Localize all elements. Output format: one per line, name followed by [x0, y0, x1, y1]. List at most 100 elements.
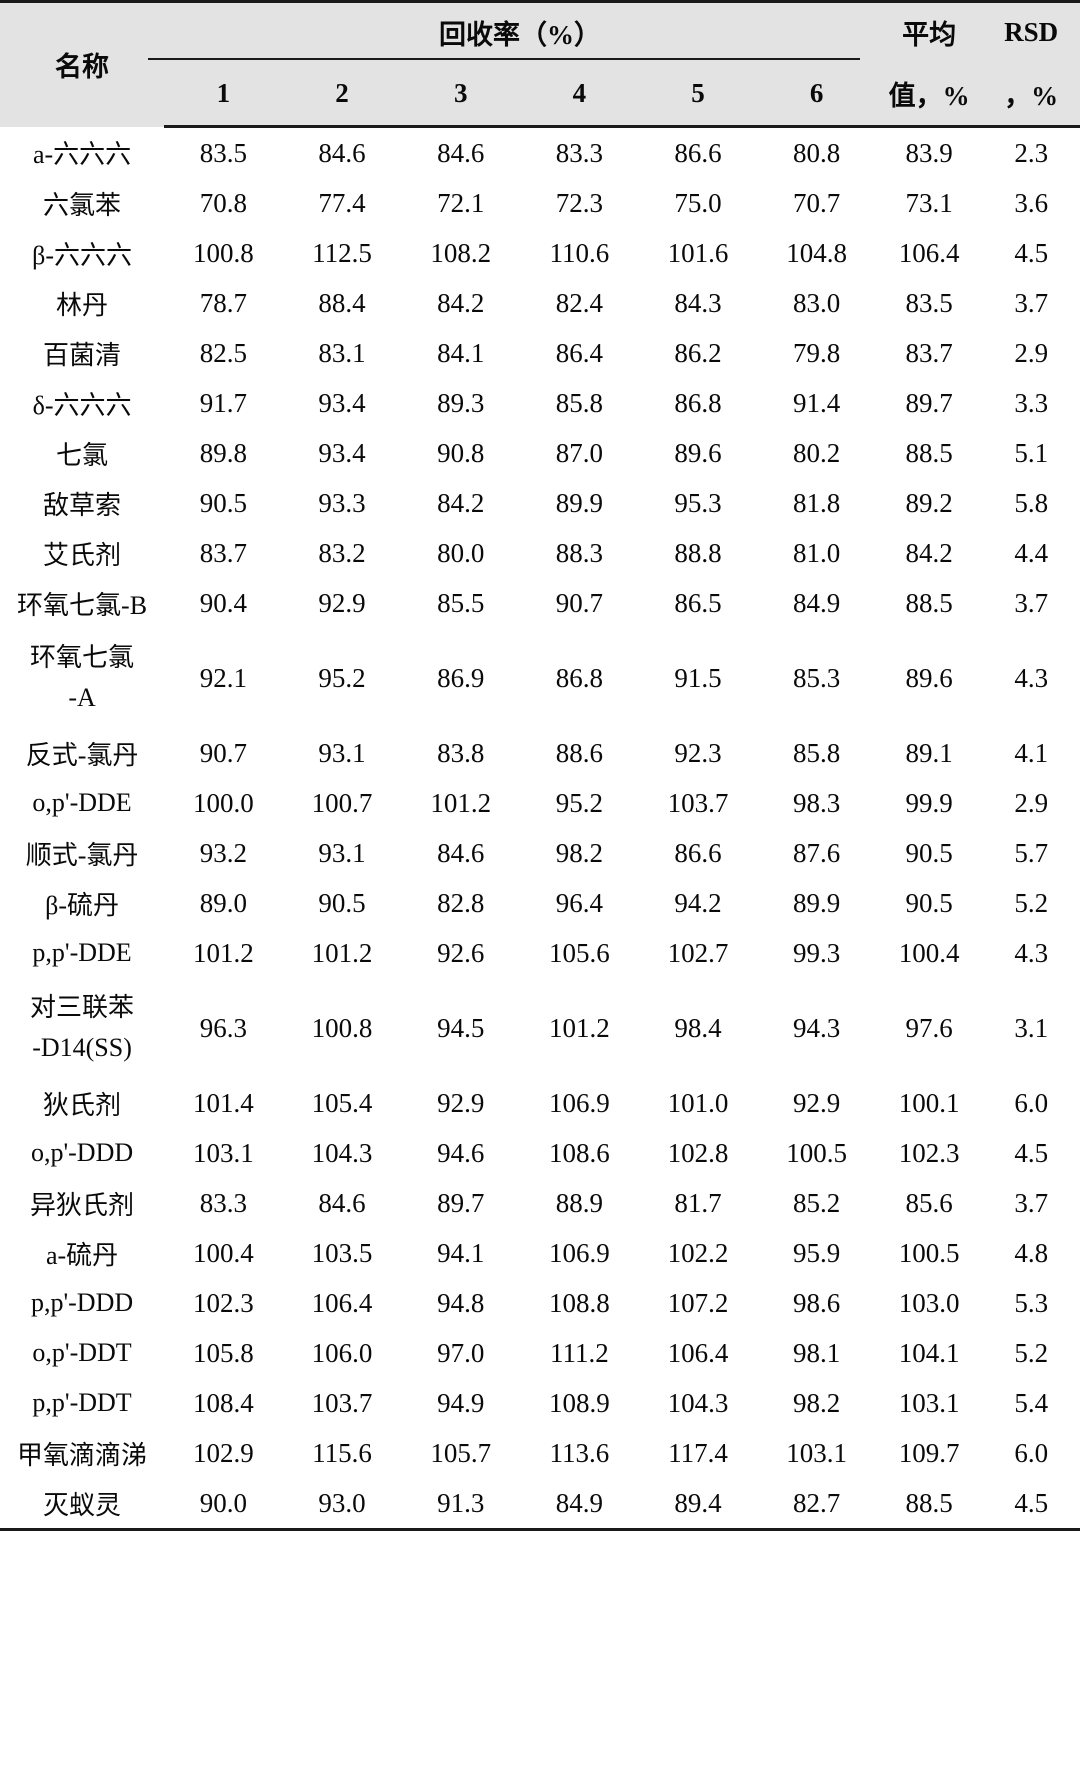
cell-recovery-6: 89.9 — [757, 878, 876, 928]
cell-recovery-5: 86.8 — [638, 378, 758, 428]
cell-recovery-1: 70.8 — [164, 178, 283, 228]
cell-rsd: 4.3 — [982, 928, 1080, 978]
table-row: p,p'-DDE 101.2 101.2 92.6 105.6 102.7 99.3 100.… — [0, 928, 1080, 978]
cell-compound-name: o,p'-DDD — [0, 1128, 165, 1178]
cell-recovery-5: 103.7 — [638, 778, 758, 828]
cell-recovery-1: 108.4 — [164, 1378, 283, 1428]
cell-rsd: 4.8 — [982, 1228, 1080, 1278]
column-header-name: 名称 — [0, 0, 165, 127]
cell-recovery-1: 96.3 — [164, 978, 283, 1078]
cell-recovery-6: 100.5 — [757, 1128, 876, 1178]
cell-recovery-3: 84.6 — [401, 828, 521, 878]
cell-recovery-6: 87.6 — [757, 828, 876, 878]
cell-compound-name: o,p'-DDE — [0, 778, 165, 828]
cell-recovery-2: 103.7 — [282, 1378, 402, 1428]
cell-recovery-4: 95.2 — [520, 778, 639, 828]
cell-recovery-1: 100.4 — [164, 1228, 283, 1278]
cell-recovery-3: 90.8 — [401, 428, 521, 478]
cell-recovery-6: 84.9 — [757, 578, 876, 628]
cell-rsd: 4.4 — [982, 528, 1080, 578]
cell-recovery-2: 93.1 — [282, 828, 402, 878]
cell-recovery-4: 105.6 — [520, 928, 639, 978]
cell-recovery-2: 112.5 — [282, 228, 402, 278]
cell-recovery-1: 83.7 — [164, 528, 283, 578]
cell-mean: 89.7 — [875, 378, 983, 428]
cell-rsd: 6.0 — [982, 1428, 1080, 1478]
cell-recovery-4: 108.6 — [520, 1128, 639, 1178]
column-header-replicate-5: 5 — [638, 61, 758, 128]
cell-recovery-5: 117.4 — [638, 1428, 758, 1478]
cell-recovery-4: 82.4 — [520, 278, 639, 328]
cell-recovery-3: 108.2 — [401, 228, 521, 278]
cell-recovery-2: 115.6 — [282, 1428, 402, 1478]
cell-recovery-4: 108.9 — [520, 1378, 639, 1428]
cell-rsd: 3.6 — [982, 178, 1080, 228]
cell-recovery-2: 83.2 — [282, 528, 402, 578]
cell-compound-name: 顺式-氯丹 — [0, 828, 165, 878]
cell-compound-name: δ-六六六 — [0, 378, 165, 428]
cell-recovery-4: 106.9 — [520, 1078, 639, 1128]
group-header-rule — [148, 58, 860, 60]
table-row: 敌草索 90.5 93.3 84.2 89.9 95.3 81.8 89.2 5.8 — [0, 478, 1080, 528]
table-row: 林丹 78.7 88.4 84.2 82.4 84.3 83.0 83.5 3.7 — [0, 278, 1080, 328]
cell-recovery-1: 90.5 — [164, 478, 283, 528]
cell-compound-name: p,p'-DDE — [0, 928, 165, 978]
table-row: 六氯苯 70.8 77.4 72.1 72.3 75.0 70.7 73.1 3.6 — [0, 178, 1080, 228]
table-row: a-六六六 83.5 84.6 84.6 83.3 86.6 80.8 83.9 2.3 — [0, 126, 1080, 178]
cell-recovery-1: 103.1 — [164, 1128, 283, 1178]
cell-recovery-6: 99.3 — [757, 928, 876, 978]
cell-recovery-5: 86.6 — [638, 828, 758, 878]
cell-mean: 89.1 — [875, 728, 983, 778]
cell-recovery-2: 92.9 — [282, 578, 402, 628]
cell-rsd: 5.1 — [982, 428, 1080, 478]
cell-recovery-3: 72.1 — [401, 178, 521, 228]
cell-recovery-6: 80.8 — [757, 126, 876, 178]
cell-mean: 84.2 — [875, 528, 983, 578]
cell-rsd: 5.3 — [982, 1278, 1080, 1328]
cell-recovery-1: 90.0 — [164, 1478, 283, 1531]
cell-recovery-4: 113.6 — [520, 1428, 639, 1478]
cell-mean: 89.2 — [875, 478, 983, 528]
cell-compound-name: 百菌清 — [0, 328, 165, 378]
cell-compound-name: β-硫丹 — [0, 878, 165, 928]
cell-recovery-5: 94.2 — [638, 878, 758, 928]
cell-recovery-1: 90.7 — [164, 728, 283, 778]
cell-recovery-3: 101.2 — [401, 778, 521, 828]
cell-recovery-6: 98.1 — [757, 1328, 876, 1378]
cell-rsd: 4.3 — [982, 628, 1080, 728]
cell-mean: 89.6 — [875, 628, 983, 728]
cell-recovery-1: 102.3 — [164, 1278, 283, 1328]
table-row: β-硫丹 89.0 90.5 82.8 96.4 94.2 89.9 90.5 5.2 — [0, 878, 1080, 928]
cell-recovery-3: 91.3 — [401, 1478, 521, 1531]
table-row: 顺式-氯丹 93.2 93.1 84.6 98.2 86.6 87.6 90.5 5.7 — [0, 828, 1080, 878]
cell-recovery-4: 88.6 — [520, 728, 639, 778]
cell-recovery-4: 106.9 — [520, 1228, 639, 1278]
cell-compound-name: a-硫丹 — [0, 1228, 165, 1278]
cell-recovery-4: 84.9 — [520, 1478, 639, 1531]
cell-recovery-6: 80.2 — [757, 428, 876, 478]
cell-recovery-1: 101.2 — [164, 928, 283, 978]
cell-recovery-5: 106.4 — [638, 1328, 758, 1378]
column-header-replicate-1: 1 — [164, 61, 283, 128]
cell-recovery-3: 89.3 — [401, 378, 521, 428]
cell-rsd: 4.5 — [982, 1478, 1080, 1531]
cell-recovery-5: 86.2 — [638, 328, 758, 378]
cell-recovery-5: 89.6 — [638, 428, 758, 478]
cell-recovery-3: 92.9 — [401, 1078, 521, 1128]
cell-recovery-4: 83.3 — [520, 126, 639, 178]
cell-recovery-1: 105.8 — [164, 1328, 283, 1378]
cell-recovery-1: 83.5 — [164, 126, 283, 178]
cell-recovery-5: 101.6 — [638, 228, 758, 278]
cell-compound-name: 异狄氏剂 — [0, 1178, 165, 1228]
cell-compound-name: o,p'-DDT — [0, 1328, 165, 1378]
cell-recovery-2: 84.6 — [282, 126, 402, 178]
table-body: a-六六六 83.5 84.6 84.6 83.3 86.6 80.8 83.9 2.3 六氯苯 7… — [0, 126, 1080, 1531]
cell-recovery-4: 88.3 — [520, 528, 639, 578]
cell-recovery-1: 89.8 — [164, 428, 283, 478]
cell-recovery-2: 100.8 — [282, 978, 402, 1078]
cell-recovery-1: 82.5 — [164, 328, 283, 378]
cell-rsd: 2.3 — [982, 126, 1080, 178]
cell-mean: 106.4 — [875, 228, 983, 278]
cell-recovery-5: 81.7 — [638, 1178, 758, 1228]
cell-recovery-3: 84.1 — [401, 328, 521, 378]
